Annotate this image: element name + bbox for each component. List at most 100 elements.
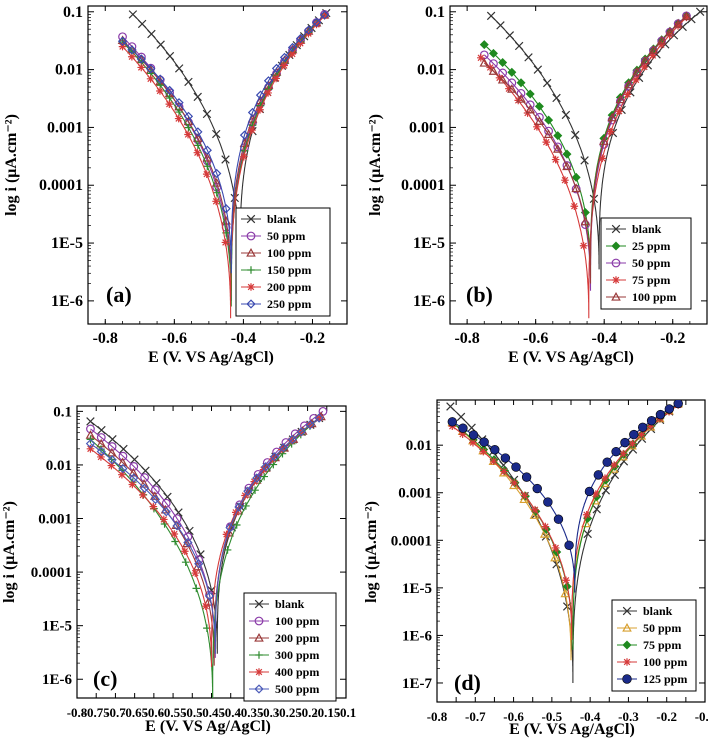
marker-star [610, 461, 618, 469]
marker-plus [251, 486, 259, 494]
marker-star [637, 430, 646, 439]
x-tick-label: -0.5 [182, 705, 203, 720]
marker-star [137, 63, 146, 72]
marker-star [320, 12, 329, 20]
y-tick-label: 0.0001 [391, 533, 432, 549]
marker-diamond [221, 204, 231, 214]
marker-filled-diamond [562, 149, 572, 159]
marker-x [533, 65, 543, 74]
marker-filled-circle [564, 540, 574, 550]
marker-triangle [202, 152, 213, 162]
marker-star [623, 658, 631, 666]
marker-filled-circle [553, 514, 564, 524]
marker-star [193, 148, 202, 157]
marker-filled-diamond [534, 101, 544, 111]
marker-triangle [479, 57, 490, 67]
marker-plus [192, 584, 201, 593]
marker-star [247, 283, 255, 291]
marker-x [193, 92, 202, 102]
marker-star [86, 445, 95, 453]
marker-diamond [263, 76, 274, 86]
marker-star [531, 505, 539, 514]
legend-label: blank [275, 597, 305, 611]
legend-item: 200 ppm [241, 280, 311, 294]
marker-star [601, 474, 609, 482]
marker-star [640, 63, 649, 71]
y-tick-label: 0.0001 [401, 177, 445, 194]
legend-item: 200 ppm [249, 631, 319, 645]
marker-diamond [271, 63, 282, 74]
legend-item: blank [606, 222, 662, 236]
marker-triangle [681, 11, 692, 21]
x-axis-ticks: -0.8 -0.7 -0.6 -0.5 -0.4 -0.3 -0.2 -0.1 [427, 400, 708, 724]
series-100-ppm [479, 11, 692, 284]
chart-panel-b: -0.8 -0.6 -0.4 -0.2 0.1 0.01 0.001 0.0001 1E-5 1E… [367, 4, 708, 366]
marker-filled-circle [521, 472, 532, 482]
marker-diamond [202, 145, 212, 155]
marker-filled-circle [622, 674, 632, 684]
marker-triangle [211, 177, 222, 187]
marker-star [118, 42, 127, 51]
legend-item: 100 ppm [249, 614, 319, 628]
legend-box [235, 207, 331, 317]
y-tick-label: 0.001 [38, 512, 72, 528]
panel-label: (c) [93, 666, 117, 691]
y-tick-label: 1E-6 [51, 293, 83, 310]
legend-item: blank [249, 597, 305, 611]
y-axis-ticks: 0.1 0.01 0.001 0.0001 1E-5 1E-6 [31, 404, 346, 688]
legend-label: 500 ppm [275, 682, 319, 696]
y-tick-label: 0.01 [55, 62, 83, 79]
marker-filled-circle [532, 483, 542, 494]
y-tick-label: 0.0001 [39, 177, 83, 194]
marker-star [489, 457, 498, 465]
y-tick-label: 0.001 [398, 486, 432, 502]
marker-filled-diamond [544, 115, 554, 125]
marker-star [212, 197, 220, 206]
marker-triangle [254, 632, 264, 642]
marker-filled-circle [543, 497, 553, 507]
legend: blank 25 ppm 50 ppm 75 ppm 100 ppm [600, 217, 692, 310]
y-tick-label: 0.001 [47, 119, 83, 136]
marker-star [264, 89, 272, 97]
marker-diamond [85, 438, 96, 449]
marker-star [582, 510, 591, 519]
legend-label: 75 ppm [632, 273, 670, 287]
marker-star [107, 461, 116, 470]
marker-star [479, 447, 488, 456]
marker-star [222, 530, 231, 539]
marker-triangle [615, 94, 626, 104]
x-tick-label: -0.2 [297, 705, 318, 720]
marker-star [256, 105, 264, 114]
plot-frame [87, 5, 348, 325]
marker-x [97, 425, 106, 435]
x-tick-label: -0.4 [220, 705, 241, 720]
marker-star [272, 74, 280, 83]
marker-star [682, 13, 691, 22]
marker-star [165, 100, 174, 108]
y-axis-label: log i (μA.cm⁻²) [363, 501, 380, 603]
marker-triangle [656, 35, 667, 45]
marker-circle [553, 142, 563, 152]
marker-star [562, 576, 570, 585]
marker-circle [254, 616, 264, 626]
marker-plus [181, 558, 190, 566]
marker-star [469, 438, 477, 447]
marker-filled-circle [629, 429, 639, 440]
marker-diamond [183, 537, 193, 548]
marker-x [695, 7, 705, 17]
y-tick-label: 1E-6 [413, 293, 445, 310]
marker-star [170, 530, 179, 538]
marker-star [551, 544, 560, 552]
marker-triangle [580, 216, 591, 226]
marker-filled-circle [664, 404, 675, 414]
marker-plus [260, 472, 268, 481]
chart-panel-d: -0.8 -0.7 -0.6 -0.5 -0.4 -0.3 -0.2 -0.1 0.01 0.00… [363, 399, 708, 738]
marker-x [184, 77, 193, 87]
series-line [122, 15, 325, 319]
x-tick-label: -0.2 [660, 330, 685, 347]
x-axis-label: E (V. VS Ag/AgCl) [145, 718, 271, 735]
x-tick-label: -0.75 [83, 705, 111, 720]
marker-star [255, 668, 263, 676]
marker-diamond [319, 10, 330, 20]
marker-diamond [161, 507, 171, 517]
